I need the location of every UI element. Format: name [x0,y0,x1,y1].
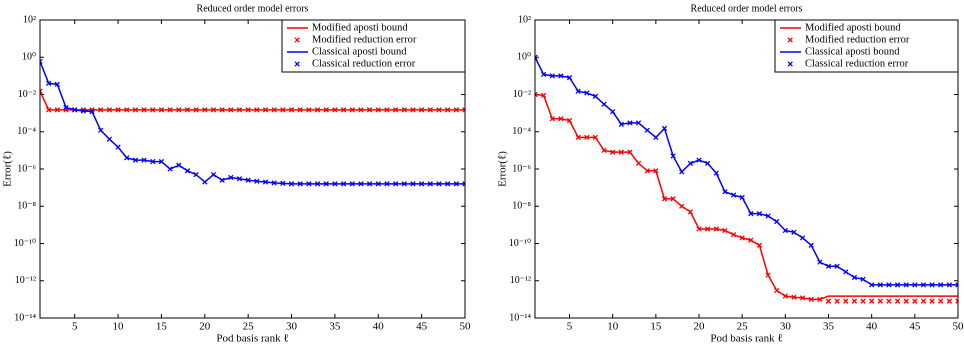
marker [645,128,649,132]
marker [835,299,839,303]
marker [861,299,865,303]
marker [930,299,934,303]
marker [939,299,943,303]
marker [852,299,856,303]
x-tick-label: 20 [199,321,211,333]
x-tick-label: 25 [737,321,749,333]
x-tick-label: 40 [866,321,878,333]
x-tick-label: 10 [607,321,619,333]
y-tick-label: 10⁻⁸ [512,201,531,212]
x-tick-label: 20 [694,321,706,333]
marker [844,299,848,303]
y-tick-label: 10⁻⁸ [17,201,36,212]
y-tick-label: 10⁻⁶ [512,163,531,174]
y-tick-label: 10² [23,14,36,25]
legend-label: Modified reduction error [312,34,417,45]
legend-label: Classical reduction error [312,58,416,69]
marker [610,109,614,113]
x-tick-label: 5 [567,321,573,333]
marker [800,236,804,240]
x-tick-label: 35 [329,321,341,333]
marker [775,219,779,223]
y-tick-label: 10⁻¹² [510,275,531,286]
series-line [535,95,958,300]
marker [844,270,848,274]
legend-label: Modified aposti bound [805,22,901,33]
x-tick-label: 10 [113,321,125,333]
y-tick-label: 10⁻² [513,89,531,100]
marker [913,299,917,303]
y-tick-label: 10⁰ [22,52,36,63]
x-tick-label: 25 [243,321,255,333]
x-tick-label: 45 [416,321,428,333]
x-tick-label: 50 [460,321,472,333]
marker [602,102,606,106]
marker [826,299,830,303]
y-tick-label: 10⁻¹⁴ [14,312,36,323]
series-line [40,91,465,110]
x-tick-label: 35 [823,321,835,333]
x-tick-label: 5 [72,321,78,333]
x-tick-label: 40 [373,321,385,333]
legend-label: Classical reduction error [805,58,909,69]
y-axis-label: Error(ℓ) [2,151,14,187]
marker [116,145,120,149]
y-tick-label: 10⁻¹⁰ [509,238,531,249]
y-tick-label: 10² [518,14,531,25]
plot-area [38,59,467,186]
y-tick-label: 10⁻¹⁴ [509,312,531,323]
marker [887,299,891,303]
x-tick-label: 45 [909,321,921,333]
legend-label: Modified reduction error [805,34,910,45]
marker [211,172,215,176]
marker [107,137,111,141]
legend-label: Classical aposti bound [312,46,407,57]
marker [636,161,640,165]
chart-title: Reduced order model errors [691,3,803,14]
marker [654,135,658,139]
legend-label: Modified aposti bound [312,22,408,33]
plot-area [533,55,960,303]
series-line [40,61,465,183]
x-axis-label: Pod basis rank ℓ [216,333,288,345]
x-tick-label: 15 [156,321,168,333]
marker [921,299,925,303]
marker [878,299,882,303]
marker [680,204,684,208]
y-tick-label: 10⁰ [517,52,531,63]
marker [904,299,908,303]
y-tick-label: 10⁻² [18,89,36,100]
x-tick-label: 15 [650,321,662,333]
series-line [535,57,958,285]
chart: Reduced order model errors Pod basis rank… [2,3,471,344]
chart-title: Reduced order model errors [197,3,309,14]
marker [947,299,951,303]
marker [895,299,899,303]
y-tick-label: 10⁻⁶ [17,163,36,174]
marker [203,180,207,184]
marker [869,299,873,303]
y-axis-label: Error(ℓ) [497,151,509,187]
y-tick-label: 10⁻⁴ [512,126,531,137]
x-tick-label: 50 [953,321,964,333]
y-tick-label: 10⁻⁴ [17,126,36,137]
chart: Reduced order model errors Pod basis rank… [497,3,964,344]
x-tick-label: 30 [286,321,298,333]
x-axis-label: Pod basis rank ℓ [710,333,782,345]
legend-label: Classical aposti bound [805,46,900,57]
x-tick-label: 30 [780,321,792,333]
y-tick-label: 10⁻¹⁰ [14,238,36,249]
marker [775,288,779,292]
y-tick-label: 10⁻¹² [15,275,36,286]
